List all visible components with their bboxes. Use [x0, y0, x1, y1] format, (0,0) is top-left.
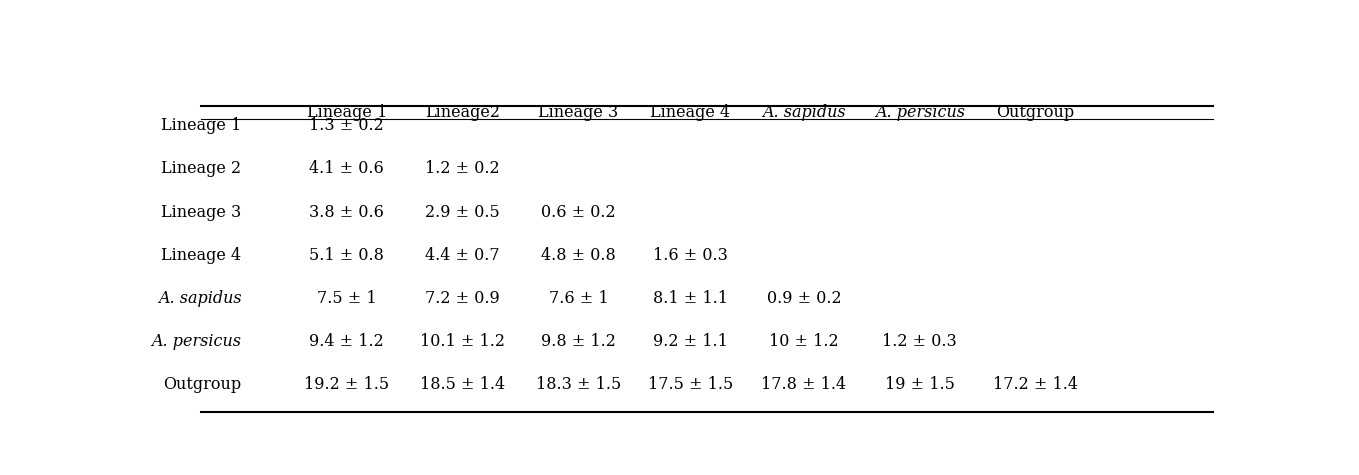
Text: Lineage2: Lineage2 [425, 104, 500, 121]
Text: 17.8 ± 1.4: 17.8 ± 1.4 [761, 376, 847, 393]
Text: 19.2 ± 1.5: 19.2 ± 1.5 [304, 376, 390, 393]
Text: 4.1 ± 0.6: 4.1 ± 0.6 [310, 161, 385, 178]
Text: Outgroup: Outgroup [163, 376, 242, 393]
Text: 5.1 ± 0.8: 5.1 ± 0.8 [310, 247, 385, 264]
Text: 9.2 ± 1.1: 9.2 ± 1.1 [652, 333, 727, 350]
Text: 9.8 ± 1.2: 9.8 ± 1.2 [541, 333, 616, 350]
Text: Lineage 4: Lineage 4 [650, 104, 730, 121]
Text: 10 ± 1.2: 10 ± 1.2 [769, 333, 839, 350]
Text: Lineage 1: Lineage 1 [307, 104, 387, 121]
Text: 1.3 ± 0.2: 1.3 ± 0.2 [310, 117, 385, 134]
Text: 10.1 ± 1.2: 10.1 ± 1.2 [420, 333, 506, 350]
Text: 0.6 ± 0.2: 0.6 ± 0.2 [541, 204, 616, 220]
Text: 17.2 ± 1.4: 17.2 ± 1.4 [993, 376, 1078, 393]
Text: 7.5 ± 1: 7.5 ± 1 [317, 290, 376, 307]
Text: 1.2 ± 0.2: 1.2 ± 0.2 [425, 161, 500, 178]
Text: 9.4 ± 1.2: 9.4 ± 1.2 [310, 333, 385, 350]
Text: Lineage 4: Lineage 4 [162, 247, 242, 264]
Text: 18.3 ± 1.5: 18.3 ± 1.5 [535, 376, 621, 393]
Text: Lineage 3: Lineage 3 [162, 204, 242, 220]
Text: 7.2 ± 0.9: 7.2 ± 0.9 [425, 290, 500, 307]
Text: Lineage 2: Lineage 2 [162, 161, 242, 178]
Text: A. sapidus: A. sapidus [762, 104, 845, 121]
Text: 2.9 ± 0.5: 2.9 ± 0.5 [425, 204, 500, 220]
Text: 1.6 ± 0.3: 1.6 ± 0.3 [652, 247, 727, 264]
Text: Outgroup: Outgroup [996, 104, 1075, 121]
Text: 4.4 ± 0.7: 4.4 ± 0.7 [425, 247, 500, 264]
Text: 8.1 ± 1.1: 8.1 ± 1.1 [652, 290, 727, 307]
Text: 4.8 ± 0.8: 4.8 ± 0.8 [541, 247, 616, 264]
Text: A. persicus: A. persicus [875, 104, 965, 121]
Text: 0.9 ± 0.2: 0.9 ± 0.2 [766, 290, 841, 307]
Text: 3.8 ± 0.6: 3.8 ± 0.6 [310, 204, 385, 220]
Text: A. persicus: A. persicus [151, 333, 242, 350]
Text: 17.5 ± 1.5: 17.5 ± 1.5 [647, 376, 733, 393]
Text: Lineage 3: Lineage 3 [538, 104, 618, 121]
Text: A. sapidus: A. sapidus [158, 290, 242, 307]
Text: 7.6 ± 1: 7.6 ± 1 [549, 290, 609, 307]
Text: 18.5 ± 1.4: 18.5 ± 1.4 [420, 376, 506, 393]
Text: Lineage 1: Lineage 1 [162, 117, 242, 134]
Text: 19 ± 1.5: 19 ± 1.5 [885, 376, 955, 393]
Text: 1.2 ± 0.3: 1.2 ± 0.3 [882, 333, 957, 350]
